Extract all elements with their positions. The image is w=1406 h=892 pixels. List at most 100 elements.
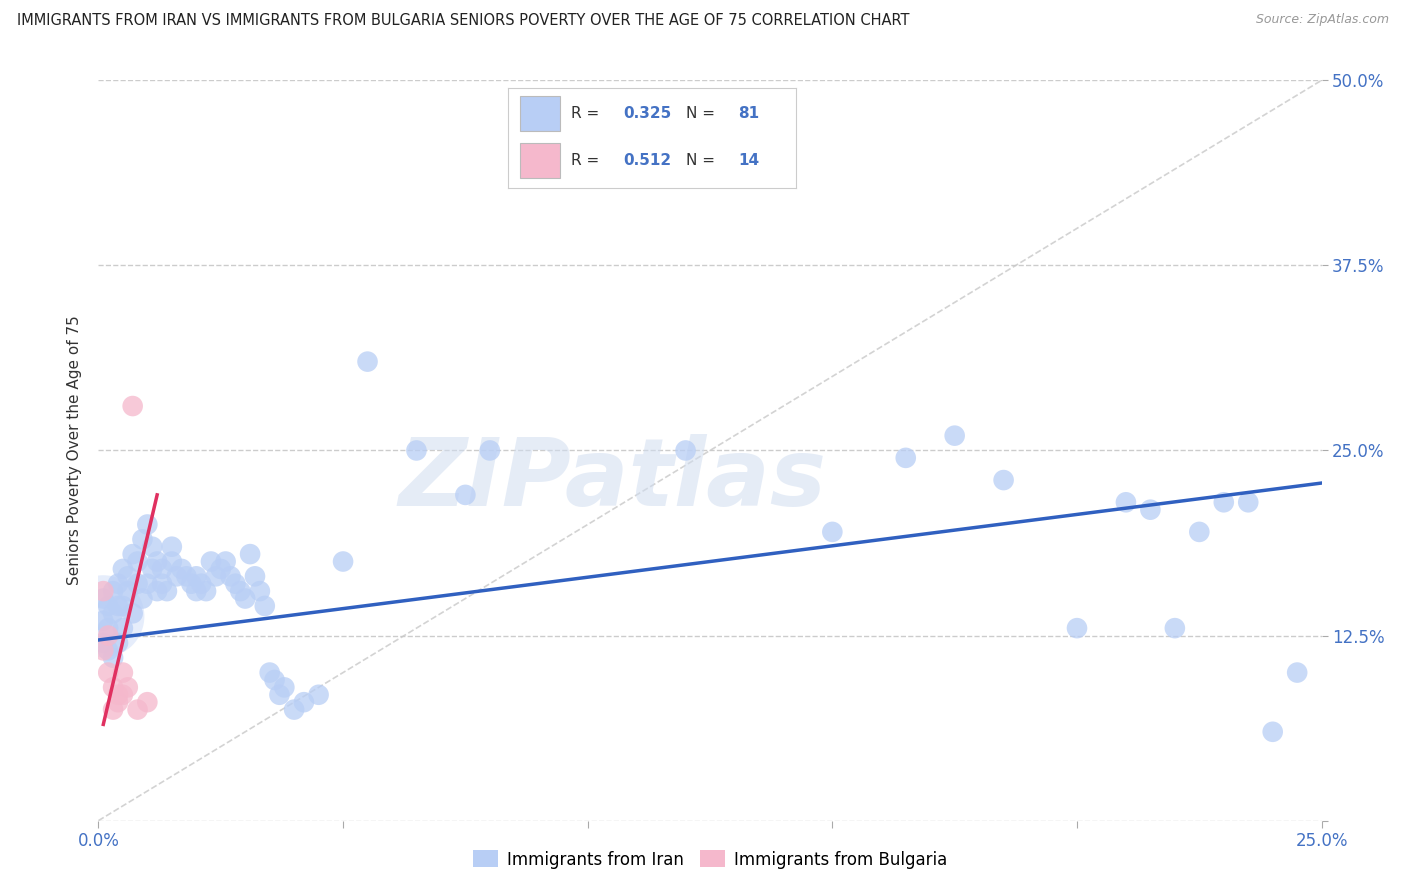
- Point: [308, 688, 330, 702]
- Text: Source: ZipAtlas.com: Source: ZipAtlas.com: [1256, 13, 1389, 27]
- Point: [894, 450, 917, 465]
- Point: [111, 665, 134, 680]
- Point: [141, 562, 163, 576]
- Point: [141, 540, 163, 554]
- Point: [219, 569, 242, 583]
- Point: [91, 636, 114, 650]
- Point: [97, 621, 120, 635]
- Point: [170, 562, 193, 576]
- Point: [1139, 502, 1161, 516]
- Point: [160, 555, 183, 569]
- Point: [243, 569, 266, 583]
- Point: [121, 607, 143, 621]
- Point: [1212, 495, 1234, 509]
- Point: [190, 576, 212, 591]
- Point: [332, 555, 354, 569]
- Point: [91, 591, 114, 606]
- Point: [200, 555, 222, 569]
- Point: [233, 591, 256, 606]
- Point: [1115, 495, 1137, 509]
- Point: [91, 609, 114, 624]
- Point: [259, 665, 281, 680]
- Point: [107, 576, 129, 591]
- Point: [576, 162, 599, 177]
- Text: IMMIGRANTS FROM IRAN VS IMMIGRANTS FROM BULGARIA SENIORS POVERTY OVER THE AGE OF: IMMIGRANTS FROM IRAN VS IMMIGRANTS FROM …: [17, 13, 910, 29]
- Point: [405, 443, 427, 458]
- Point: [176, 569, 198, 583]
- Point: [146, 584, 169, 599]
- Point: [186, 569, 208, 583]
- Point: [111, 599, 134, 613]
- Point: [136, 517, 159, 532]
- Point: [478, 443, 501, 458]
- Point: [1237, 495, 1260, 509]
- Point: [454, 488, 477, 502]
- Point: [111, 688, 134, 702]
- Point: [127, 703, 149, 717]
- Point: [117, 569, 139, 583]
- Point: [111, 562, 134, 576]
- Point: [1066, 621, 1088, 635]
- Point: [273, 681, 295, 695]
- Legend: Immigrants from Iran, Immigrants from Bulgaria: Immigrants from Iran, Immigrants from Bu…: [467, 844, 953, 875]
- Point: [101, 681, 124, 695]
- Point: [107, 688, 129, 702]
- Point: [101, 650, 124, 665]
- Point: [91, 584, 114, 599]
- Point: [1164, 621, 1187, 635]
- Point: [107, 636, 129, 650]
- Point: [117, 681, 139, 695]
- Point: [131, 591, 153, 606]
- Point: [160, 540, 183, 554]
- Point: [101, 703, 124, 717]
- Point: [195, 584, 218, 599]
- Point: [180, 576, 202, 591]
- Point: [136, 576, 159, 591]
- Point: [269, 688, 291, 702]
- Point: [292, 695, 315, 709]
- Point: [150, 562, 173, 576]
- Point: [97, 599, 120, 613]
- Point: [224, 576, 246, 591]
- Point: [229, 584, 252, 599]
- Point: [111, 621, 134, 635]
- Point: [131, 533, 153, 547]
- Point: [249, 584, 271, 599]
- Point: [97, 643, 120, 657]
- Point: [993, 473, 1015, 487]
- Point: [263, 673, 285, 687]
- Point: [253, 599, 276, 613]
- Point: [1286, 665, 1309, 680]
- Point: [101, 607, 124, 621]
- Point: [1188, 524, 1211, 539]
- Y-axis label: Seniors Poverty Over the Age of 75: Seniors Poverty Over the Age of 75: [67, 316, 83, 585]
- Point: [675, 443, 697, 458]
- Point: [166, 569, 188, 583]
- Text: ZIPatlas: ZIPatlas: [398, 434, 827, 526]
- Point: [97, 629, 120, 643]
- Point: [283, 703, 305, 717]
- Point: [943, 428, 966, 442]
- Point: [356, 354, 378, 368]
- Point: [121, 547, 143, 561]
- Point: [146, 555, 169, 569]
- Point: [127, 576, 149, 591]
- Point: [121, 399, 143, 413]
- Point: [91, 614, 114, 628]
- Point: [97, 665, 120, 680]
- Point: [205, 569, 228, 583]
- Point: [821, 524, 844, 539]
- Point: [107, 695, 129, 709]
- Point: [186, 584, 208, 599]
- Point: [101, 584, 124, 599]
- Point: [107, 599, 129, 613]
- Point: [136, 695, 159, 709]
- Point: [127, 555, 149, 569]
- Point: [150, 576, 173, 591]
- Point: [209, 562, 232, 576]
- Point: [1261, 724, 1284, 739]
- Point: [91, 643, 114, 657]
- Point: [239, 547, 262, 561]
- Point: [156, 584, 179, 599]
- Point: [214, 555, 236, 569]
